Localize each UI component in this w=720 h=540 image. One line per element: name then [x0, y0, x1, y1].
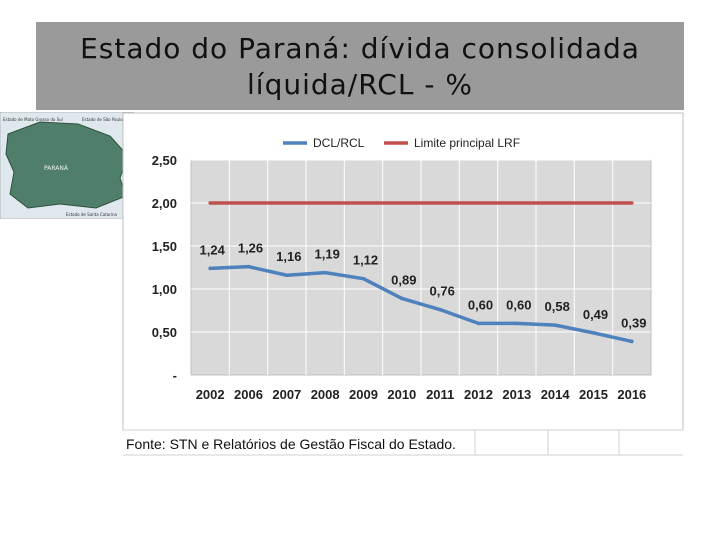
x-tick-label: 2016 [617, 387, 646, 402]
legend-dcl-label: DCL/RCL [313, 136, 365, 150]
dcl-data-label: 1,24 [200, 242, 226, 257]
dcl-data-point [323, 270, 327, 275]
dcl-data-point [438, 307, 442, 312]
dcl-data-label: 0,60 [468, 297, 493, 312]
x-tick-label: 2002 [196, 387, 225, 402]
dcl-data-point [553, 323, 557, 327]
x-tick-label: 2012 [464, 387, 493, 402]
x-tick-label: 2011 [426, 387, 454, 402]
dcl-data-point [476, 321, 481, 326]
map-label-sp: Estado de São Paulo [82, 117, 123, 122]
y-tick-label: 1,00 [152, 282, 177, 297]
x-tick-label: 2015 [579, 387, 608, 402]
slide-title: Estado do Paraná: dívida consolidada líq… [80, 32, 640, 101]
dcl-data-point [285, 273, 289, 278]
dcl-data-label: 1,16 [276, 249, 301, 264]
map-state-label: PARANÁ [44, 165, 69, 172]
dcl-data-label: 0,76 [430, 284, 455, 299]
dcl-data-label: 0,49 [583, 307, 608, 322]
dcl-data-label: 1,19 [315, 247, 340, 262]
x-tick-label: 2009 [349, 387, 378, 402]
x-tick-label: 2014 [541, 387, 571, 402]
dcl-data-point [246, 264, 251, 269]
dcl-data-label: 0,39 [621, 315, 646, 330]
map-label-sc: Estado de Santa Catarina [66, 212, 118, 217]
x-tick-label: 2013 [502, 387, 531, 402]
dcl-data-point [208, 266, 212, 271]
dcl-data-point [515, 321, 519, 326]
map-label-ms: Estado de Mato Grosso do Sul [3, 117, 63, 122]
y-tick-label: 0,50 [152, 325, 177, 340]
dcl-series-line [208, 264, 634, 344]
dcl-data-label: 1,12 [353, 253, 378, 268]
source-note: Fonte: STN e Relatórios de Gestão Fiscal… [126, 436, 456, 452]
title-bar: Estado do Paraná: dívida consolidada líq… [36, 22, 684, 110]
parana-map: PARANÁ Estado de Mato Grosso do Sul Esta… [0, 112, 134, 219]
y-tick-label: 2,00 [152, 196, 177, 211]
debt-chart: - 0,50 1,00 1,50 2,00 2,50 2002 2006 2007 2008 200… [122, 112, 684, 456]
dcl-data-point [400, 296, 404, 301]
y-tick-label: 2,50 [152, 153, 177, 168]
x-tick-label: 2006 [234, 387, 263, 402]
dcl-data-point [361, 276, 366, 281]
x-tick-label: 2008 [311, 387, 340, 402]
dcl-data-point [591, 331, 596, 335]
x-tick-label: 2010 [387, 387, 416, 402]
dcl-data-label: 0,89 [391, 272, 416, 287]
y-tick-label: - [173, 368, 177, 383]
dcl-data-point [630, 339, 634, 344]
x-tick-label: 2007 [272, 387, 301, 402]
dcl-data-label: 0,60 [506, 297, 531, 312]
legend-limit-label: Limite principal LRF [414, 136, 520, 150]
y-tick-label: 1,50 [152, 239, 177, 254]
dcl-data-label: 0,58 [545, 299, 570, 314]
dcl-data-label: 1,26 [238, 241, 263, 256]
